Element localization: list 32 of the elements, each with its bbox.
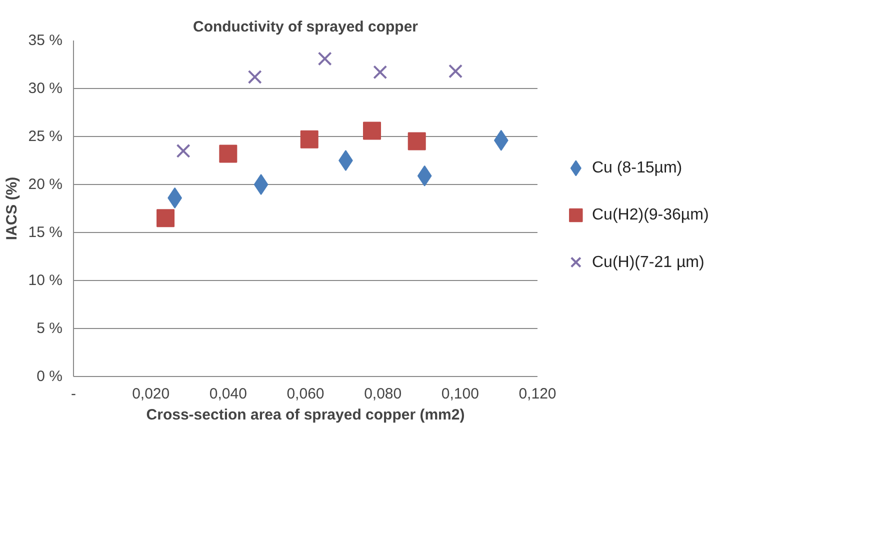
point	[448, 64, 463, 78]
point	[219, 144, 238, 163]
y-tick-label: 35 %	[28, 32, 63, 49]
y-tick-label: 30 %	[28, 80, 63, 97]
x-tick-label: 0,100	[441, 386, 479, 402]
point	[300, 130, 318, 148]
y-tick-label: 10 %	[28, 272, 63, 289]
legend-label: Cu (8-15µm)	[592, 160, 682, 177]
point	[318, 52, 332, 66]
point	[176, 144, 190, 158]
y-tick-label: 5 %	[36, 320, 63, 337]
y-tick-label: 15 %	[28, 224, 63, 241]
x-tick-label: 0,080	[364, 386, 402, 402]
x-tick-label: 0,060	[286, 386, 324, 402]
y-tick-label: 25 %	[28, 128, 63, 145]
point	[254, 174, 268, 195]
x-tick-label: 0,040	[209, 386, 247, 402]
legend-label: Cu(H)(7-21 µm)	[592, 254, 704, 271]
chart-title: Conductivity of sprayed copper	[192, 18, 418, 36]
y-axis-title: IACS (%)	[3, 176, 20, 240]
point	[373, 65, 388, 80]
x-tick-label: 0,020	[132, 386, 170, 402]
y-tick-label: 0 %	[36, 368, 63, 385]
point	[248, 70, 262, 84]
point	[408, 132, 426, 150]
point	[363, 122, 382, 140]
x-tick-label: 0,120	[518, 386, 556, 402]
y-tick-label: 20 %	[28, 176, 63, 193]
point	[156, 209, 175, 228]
x-tick-label: -	[71, 386, 76, 402]
x-axis-title: Cross-section area of sprayed copper (mm2)	[146, 406, 465, 424]
legend-label: Cu(H2)(9-36µm)	[592, 206, 709, 224]
